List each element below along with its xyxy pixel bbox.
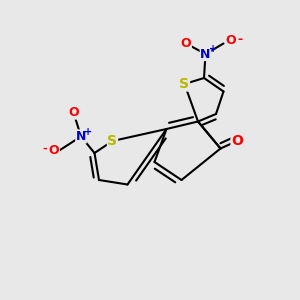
Text: O: O (231, 134, 243, 148)
Text: S: S (107, 134, 118, 148)
Text: O: O (68, 106, 79, 119)
Text: N: N (76, 130, 86, 143)
Text: O: O (181, 37, 191, 50)
Text: O: O (49, 143, 59, 157)
Text: +: + (209, 44, 217, 55)
Text: -: - (237, 32, 243, 46)
Text: O: O (226, 34, 236, 47)
Text: S: S (179, 77, 190, 91)
Text: N: N (200, 47, 211, 61)
Text: +: + (84, 127, 93, 137)
Text: -: - (42, 143, 47, 154)
